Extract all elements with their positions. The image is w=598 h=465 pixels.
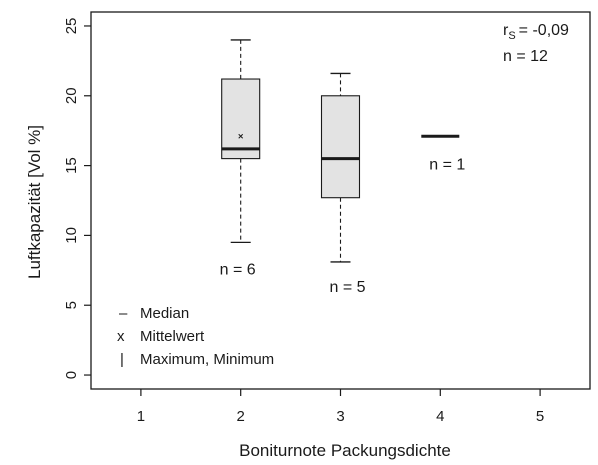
box-group: n = 1 — [421, 134, 465, 173]
y-tick-label: 15 — [63, 157, 80, 174]
n-label: n = 6 — [220, 261, 256, 278]
legend-symbol-range: | — [120, 351, 124, 368]
y-tick-label: 0 — [63, 371, 80, 379]
x-axis-title: Boniturnote Packungsdichte — [239, 441, 451, 460]
rs-value: = -0,09 — [519, 22, 569, 39]
iqr-box — [320, 95, 361, 199]
y-tick-label: 5 — [63, 301, 80, 309]
mean-marker — [238, 133, 244, 139]
y-tick-label: 20 — [63, 87, 80, 104]
x-tick-label: 4 — [436, 408, 444, 425]
y-axis-ticks: 0 5 10 15 20 25 — [63, 18, 91, 379]
x-tick-label: 5 — [536, 408, 544, 425]
x-tick-label: 2 — [237, 408, 245, 425]
spearman-rs: rS = -0,09 — [503, 22, 569, 42]
y-tick-label: 10 — [63, 227, 80, 244]
legend-label-range: Maximum, Minimum — [140, 351, 274, 368]
legend: – Median x Mittelwert | Maximum, Minimum — [117, 305, 274, 368]
legend-label-median: Median — [140, 305, 189, 322]
y-axis-title: Luftkapazität [Vol %] — [25, 125, 44, 279]
x-axis-ticks: 1 2 3 4 5 — [137, 389, 544, 425]
y-tick-label: 25 — [63, 18, 80, 35]
n-label: n = 5 — [329, 279, 365, 296]
box-group: n = 6 — [220, 39, 261, 278]
legend-label-mean: Mittelwert — [140, 328, 205, 345]
rs-symbol: r — [503, 22, 509, 39]
box-series: n = 6 n = 5 n = 1 — [220, 39, 465, 296]
iqr-box — [221, 78, 261, 160]
x-tick-label: 1 — [137, 408, 145, 425]
legend-symbol-mean: x — [117, 328, 125, 345]
rs-subscript: S — [508, 30, 515, 42]
x-tick-label: 3 — [336, 408, 344, 425]
legend-symbol-median: – — [119, 305, 128, 322]
n-total: n = 12 — [503, 48, 548, 65]
box-group: n = 5 — [320, 72, 366, 296]
n-label: n = 1 — [429, 156, 465, 173]
